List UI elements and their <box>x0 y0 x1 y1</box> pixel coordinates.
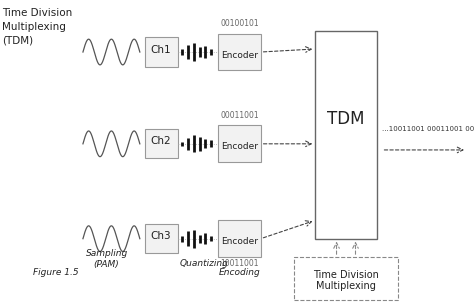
Text: 10011001: 10011001 <box>220 259 259 267</box>
Text: Ch3: Ch3 <box>151 231 172 241</box>
Bar <box>315 31 377 239</box>
Bar <box>218 34 261 70</box>
Text: TDM: TDM <box>327 110 365 128</box>
Text: Encoder: Encoder <box>221 142 258 151</box>
Bar <box>145 129 178 159</box>
Text: Quantizing: Quantizing <box>179 259 228 267</box>
Text: Time Division: Time Division <box>313 271 379 280</box>
Text: Multiplexing: Multiplexing <box>316 281 376 291</box>
Text: Encoder: Encoder <box>221 50 258 60</box>
Text: ...10011001 00011001 00100101: ...10011001 00011001 00100101 <box>382 125 474 132</box>
Bar <box>145 224 178 253</box>
Text: 00011001: 00011001 <box>220 111 259 120</box>
Text: 00100101: 00100101 <box>220 19 259 28</box>
Text: Ch2: Ch2 <box>151 136 172 146</box>
Bar <box>218 125 261 162</box>
Text: Sampling
(PAM): Sampling (PAM) <box>85 249 128 269</box>
Text: Time Division
Multiplexing
(TDM): Time Division Multiplexing (TDM) <box>2 8 73 46</box>
Bar <box>294 257 398 300</box>
Text: Encoder: Encoder <box>221 237 258 246</box>
Text: Figure 1.5: Figure 1.5 <box>33 268 79 277</box>
Bar <box>218 220 261 257</box>
Text: Ch1: Ch1 <box>151 45 172 54</box>
Bar <box>145 38 178 67</box>
Text: Encoding: Encoding <box>219 268 260 277</box>
